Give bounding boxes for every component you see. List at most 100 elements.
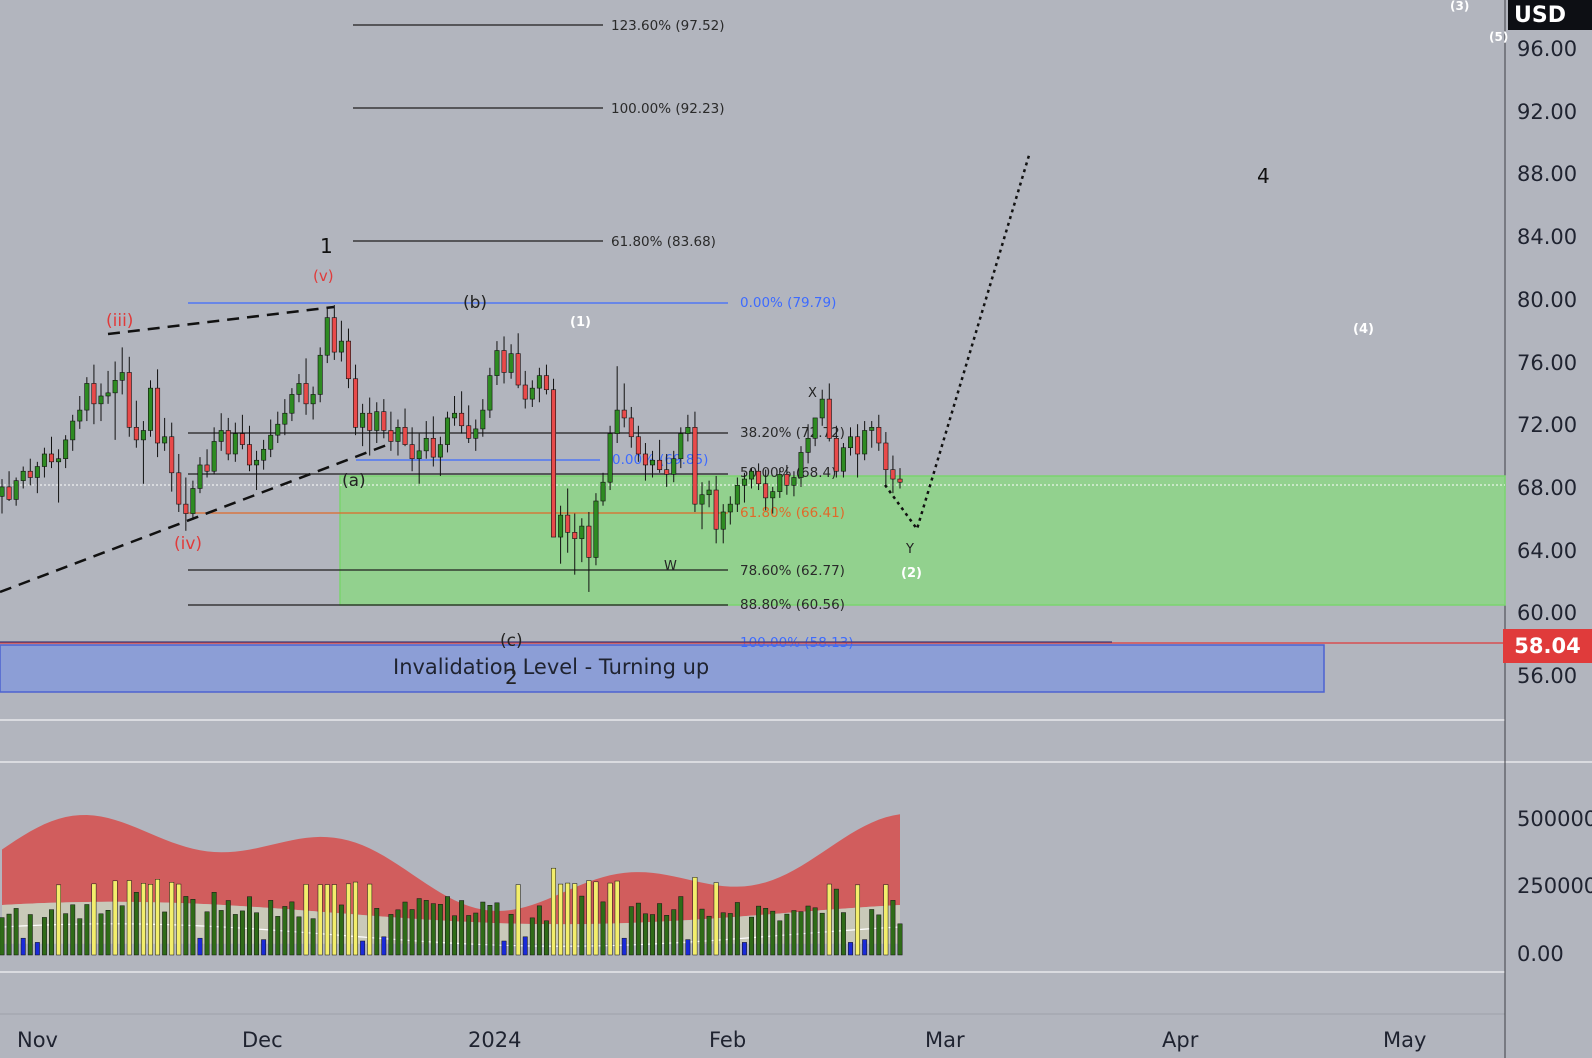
volume-bar [324,884,330,956]
candle-body [635,436,641,455]
time-axis: Nov Dec 2024 Feb Mar Apr May [17,1028,1426,1052]
volume-bar [572,883,578,956]
candle-body [805,438,811,453]
candle-body [56,458,62,463]
price-tick: 92.00 [1517,100,1577,124]
volume-bar [105,910,111,956]
volume-bar [558,883,564,956]
volume-bar [883,884,889,956]
candle-body [388,430,394,442]
candle-body [593,500,599,558]
volume-tick: 250000 [1517,874,1592,898]
candle-body [579,525,585,539]
volume-bar [20,937,26,956]
volume-bar [586,880,592,956]
volume-bar [473,912,479,956]
projection-path [883,151,1032,532]
candle-body [876,427,882,444]
volume-bar [381,936,387,956]
volume-bar [826,883,832,956]
candle-body [452,412,458,419]
volume-bar [466,915,472,956]
diagonal-lower [0,441,393,594]
wave-label-1: 1 [320,234,333,258]
volume-bar [565,882,571,956]
candle-body [459,412,465,427]
candle-body [706,489,712,496]
candle-body [423,438,429,452]
candle-body [218,430,224,442]
volume-bar [593,881,599,956]
candle-body [657,459,663,470]
volume-bar [56,884,62,956]
volume-bar [218,910,224,956]
time-tick: Feb [709,1028,746,1052]
candle-body [749,470,755,480]
invalidation-zone [0,644,1325,693]
candle-body [289,394,295,414]
volume-bar [798,911,804,956]
candle-body [204,464,210,472]
candle-body [480,409,486,430]
candle-body [855,436,861,455]
volume-bar [522,936,528,956]
candle-body [734,485,740,505]
candle-body [381,411,387,431]
candle-body [296,383,302,395]
wave-label-v: (v) [313,267,334,285]
wave-label-a: (a) [342,471,366,491]
volume-bar [833,888,839,956]
candle-body [699,494,705,505]
volume-bar [317,884,323,956]
volume-bar [452,915,457,956]
volume-bar [897,923,903,956]
candle-body [890,469,896,480]
volume-tick: 0.00 [1517,942,1564,966]
candle-body [763,483,769,499]
volume-bar [713,882,719,956]
candle-body [791,477,797,486]
fib-label-618r: 61.80% (66.41) [740,505,845,521]
volume-bar [607,882,613,956]
candle-body [826,398,832,439]
currency-badge[interactable]: USD [1508,0,1592,30]
volume-bar [706,915,712,956]
volume-bar [600,901,606,956]
volume-bar [204,911,210,956]
wave-label-2w: (2) [901,566,922,581]
candle-body [777,474,783,492]
candle-body [416,450,422,459]
volume-bar [409,909,415,956]
volume-bar [494,902,500,956]
candle-body [147,387,153,431]
candle-body [275,423,281,436]
fib-label-50: 50.00% (68.4) [740,465,836,481]
fib-label-888: 88.80% (60.56) [740,597,845,613]
fib-label-786: 78.60% (62.77) [740,563,845,579]
candle-body [70,420,76,441]
volume-bar [614,880,620,956]
candle-body [402,427,408,445]
volume-bar [671,909,677,956]
candle-body [727,503,733,513]
candle-body [840,447,846,472]
candle-body [685,427,691,434]
price-tick: 96.00 [1517,37,1577,61]
fib-label-382: 38.20% (72.72) [740,425,845,441]
candle-body [190,488,196,514]
candle-body [501,350,507,373]
volume-bar [508,913,514,956]
candle-body [112,380,118,394]
volume-bar [628,906,634,956]
candle-body [819,398,825,419]
volume-bar [176,883,182,956]
volume-bar [544,920,549,956]
volume-bar [310,918,316,956]
time-tick: Apr [1162,1028,1199,1052]
price-tick: 60.00 [1517,601,1577,625]
candle-body [473,428,479,439]
volume-bar [84,904,90,956]
volume-bar [183,896,189,956]
candle-body [515,353,521,386]
